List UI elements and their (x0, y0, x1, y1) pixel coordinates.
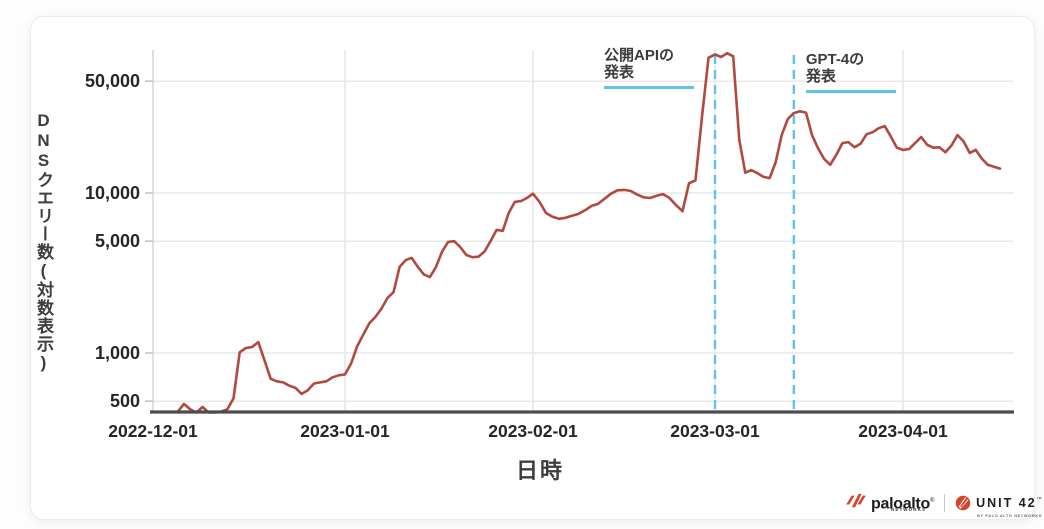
paloalto-networks-subtext: NETWORKS (891, 506, 927, 512)
tick-label-x: 2022-12-01 (108, 421, 198, 441)
branding-footer: paloalto® NETWORKS UNIT 42™ BY PALO ALTO N… (845, 490, 1042, 519)
annotation-label-line: 発表 (805, 68, 836, 85)
tick-label-x: 2023-01-01 (300, 421, 390, 441)
unit42-logo: UNIT 42™ BY PALO ALTO NETWORKS (955, 494, 1042, 519)
annotation-label-2: GPT-4の 発表 (805, 51, 896, 93)
trademark-mark: ™ (1036, 496, 1042, 503)
annotation-label-line: GPT-4の (805, 51, 865, 68)
unit42-subtext: BY PALO ALTO NETWORKS (977, 513, 1042, 518)
unit42-icon (955, 495, 971, 511)
unit42-wordmark: UNIT 42™ BY PALO ALTO NETWORKS (976, 496, 1042, 519)
annotation-label-line: 発表 (604, 64, 635, 81)
tick-label-y: 50,000 (85, 71, 140, 91)
tick-label-y: 1,000 (95, 343, 140, 363)
series-line (176, 51, 1002, 414)
tick-label-x: 2023-04-01 (858, 421, 948, 441)
tick-label-x: 2023-02-01 (488, 421, 578, 441)
paloalto-logo: paloalto® NETWORKS (845, 493, 934, 512)
paloalto-icon (846, 494, 866, 508)
x-axis-title: 日時 (515, 458, 564, 483)
registered-mark: ® (929, 498, 935, 505)
logo-divider (944, 494, 946, 512)
annotation-label-1: 公開APIの 発表 (604, 47, 694, 89)
paloalto-wordmark: paloalto® NETWORKS (871, 493, 934, 512)
tick-label-x: 2023-03-01 (670, 421, 760, 441)
tick-label-y: 5,000 (95, 231, 140, 251)
y-axis-title: DNSクエリー数(対数表示) (34, 111, 53, 373)
tick-label-y: 10,000 (85, 183, 140, 203)
tick-label-y: 500 (110, 391, 140, 411)
annotation-label-line: 公開APIの (604, 47, 675, 64)
